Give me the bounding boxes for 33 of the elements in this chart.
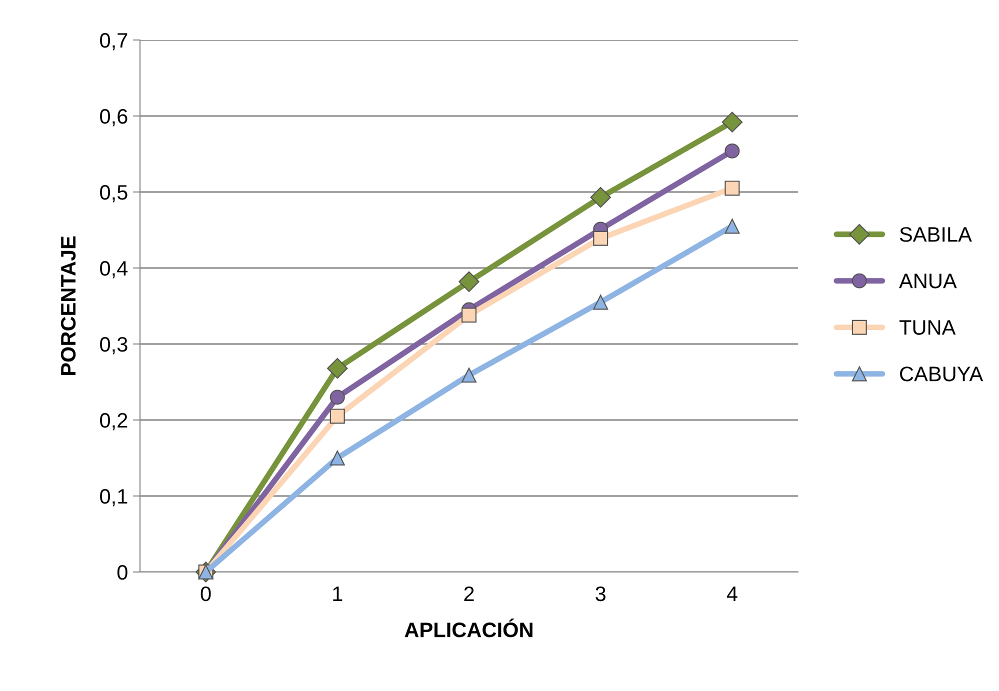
- y-axis-title: PORCENTAJE: [60, 236, 76, 376]
- point: [327, 358, 348, 379]
- x-tick-label: 3: [596, 586, 606, 602]
- x-tick-label: 4: [726, 586, 738, 601]
- y-tick-label: 0,5: [100, 185, 128, 202]
- point: [462, 308, 476, 323]
- point: [593, 294, 608, 310]
- point: [724, 143, 740, 158]
- point: [722, 112, 743, 132]
- y-tick-label: 0,3: [100, 337, 128, 354]
- y-tick-label: 0,1: [100, 489, 128, 506]
- x-tick-label: 2: [464, 586, 474, 601]
- point: [590, 186, 611, 208]
- x-tick-label: 1: [333, 586, 342, 601]
- point: [330, 450, 345, 466]
- x-tick-label: 0: [200, 586, 211, 602]
- point: [462, 368, 476, 383]
- y-tick-label: 0,6: [100, 109, 128, 126]
- legend-label: ANUA: [899, 274, 957, 288]
- point: [458, 271, 480, 292]
- point: [724, 218, 740, 234]
- legend-label: CABUYA: [900, 366, 984, 382]
- x-axis-title: APLICACIÓN: [404, 618, 532, 638]
- point: [330, 408, 345, 424]
- legend-label: TUNA: [899, 320, 956, 335]
- point: [593, 230, 608, 246]
- y-tick-label: 0,7: [100, 33, 128, 50]
- legend-label: SABILA: [900, 227, 972, 242]
- point: [330, 390, 345, 405]
- y-tick-label: 0: [117, 565, 128, 580]
- y-tick-label: 0,2: [100, 413, 128, 430]
- y-tick-label: 0,4: [100, 261, 128, 278]
- point: [724, 180, 740, 196]
